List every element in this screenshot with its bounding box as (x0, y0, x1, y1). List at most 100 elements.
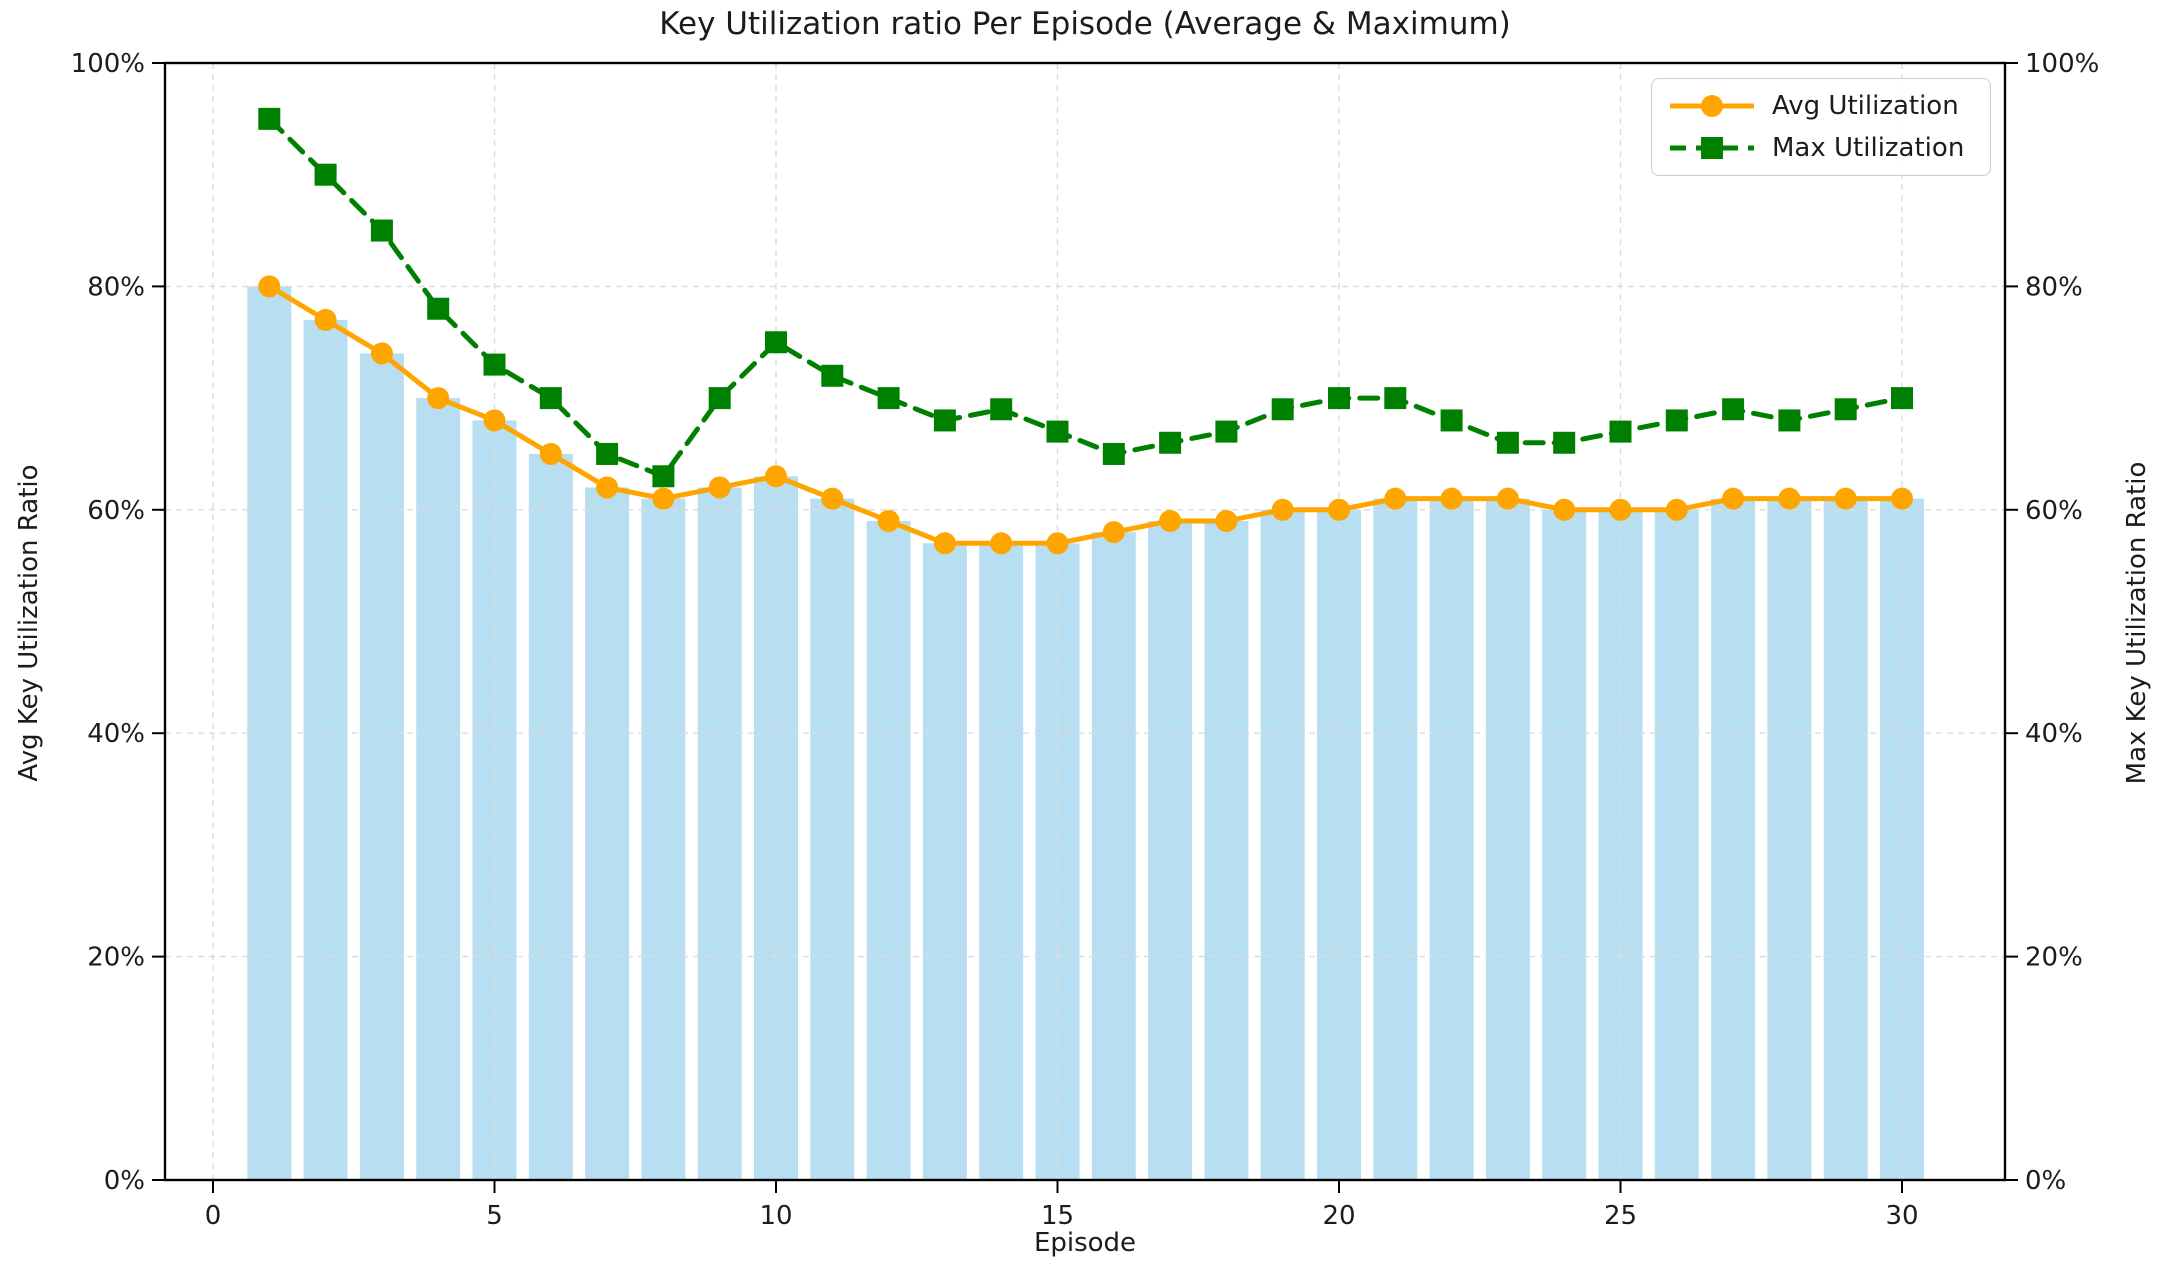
max-point-29 (1834, 398, 1857, 421)
y-tick-label-right-80: 80% (2025, 272, 2083, 302)
y-tick-label-left-80: 80% (87, 272, 145, 302)
bar-episode-9 (697, 487, 742, 1181)
max-point-7 (596, 442, 619, 465)
bar-episode-19 (1260, 509, 1305, 1180)
avg-point-29 (1834, 487, 1857, 510)
max-point-18 (1215, 420, 1238, 443)
max-point-10 (765, 331, 787, 354)
avg-point-25 (1609, 498, 1632, 521)
bar-episode-28 (1767, 498, 1812, 1180)
avg-point-9 (708, 476, 731, 499)
y-tick-label-right-40: 40% (2025, 719, 2083, 749)
avg-point-26 (1665, 498, 1688, 521)
max-point-2 (314, 163, 337, 186)
avg-point-17 (1159, 509, 1182, 532)
avg-point-3 (370, 342, 393, 365)
x-tick-label-5: 5 (486, 1201, 503, 1231)
max-point-16 (1102, 442, 1125, 465)
max-point-21 (1384, 387, 1407, 410)
avg-point-12 (877, 509, 900, 532)
max-point-20 (1328, 387, 1350, 410)
bar-episode-17 (1148, 520, 1193, 1180)
max-point-8 (652, 465, 675, 488)
max-point-22 (1440, 409, 1463, 432)
avg-point-15 (1046, 532, 1069, 555)
avg-point-10 (765, 465, 787, 488)
max-point-30 (1891, 387, 1913, 410)
legend-item-max: Max Utilization (1666, 133, 1990, 163)
avg-point-5 (483, 409, 506, 432)
max-point-27 (1722, 398, 1745, 421)
legend: Avg Utilization Max Utilization (1651, 78, 1991, 176)
avg-point-7 (596, 476, 619, 499)
bar-episode-3 (359, 353, 404, 1180)
bar-episode-11 (810, 498, 855, 1180)
avg-point-13 (933, 532, 956, 555)
x-tick-label-10: 10 (759, 1201, 792, 1231)
bar-episode-22 (1429, 498, 1474, 1180)
y-tick-label-left-0: 0% (104, 1166, 145, 1196)
y-axis-label-left: Avg Key Utilization Ratio (14, 464, 44, 782)
avg-point-2 (314, 308, 337, 331)
avg-point-28 (1778, 487, 1801, 510)
max-point-15 (1046, 420, 1069, 443)
x-axis-label: Episode (1033, 1228, 1137, 1258)
bar-episode-7 (585, 487, 630, 1181)
max-point-23 (1496, 431, 1519, 454)
bar-episode-26 (1654, 509, 1699, 1180)
bar-episode-16 (1091, 532, 1136, 1180)
max-line-sample-icon (1666, 133, 1758, 163)
bar-episode-12 (866, 520, 911, 1180)
y-tick-label-right-0: 0% (2025, 1166, 2066, 1196)
bar-episode-14 (979, 543, 1024, 1180)
max-point-9 (708, 387, 731, 410)
avg-point-8 (652, 487, 675, 510)
legend-label-max: Max Utilization (1772, 133, 1965, 163)
y-tick-label-right-60: 60% (2025, 496, 2083, 526)
y-tick-label-left-100: 100% (71, 49, 145, 79)
bar-episode-29 (1823, 498, 1868, 1180)
max-point-28 (1778, 409, 1801, 432)
bar-episode-18 (1204, 520, 1249, 1180)
avg-point-4 (427, 387, 450, 410)
max-point-3 (370, 219, 393, 242)
bar-episode-21 (1373, 498, 1418, 1180)
avg-point-24 (1553, 498, 1576, 521)
plot-border (163, 61, 2007, 1182)
avg-point-27 (1722, 487, 1745, 510)
avg-point-18 (1215, 509, 1238, 532)
y-tick-label-right-20: 20% (2025, 943, 2083, 973)
max-point-1 (258, 107, 281, 130)
max-point-17 (1159, 431, 1182, 454)
avg-point-1 (258, 275, 281, 298)
max-point-14 (990, 398, 1013, 421)
x-tick-label-0: 0 (205, 1201, 222, 1231)
bar-episode-8 (641, 498, 686, 1180)
max-point-26 (1665, 409, 1688, 432)
max-point-19 (1271, 398, 1294, 421)
avg-point-6 (539, 442, 562, 465)
avg-point-20 (1328, 498, 1350, 521)
bar-episode-13 (922, 543, 967, 1180)
x-tick-label-15: 15 (1041, 1201, 1074, 1231)
avg-point-16 (1102, 521, 1125, 544)
x-tick-label-30: 30 (1885, 1201, 1918, 1231)
max-point-6 (539, 387, 562, 410)
avg-point-30 (1891, 487, 1913, 510)
x-tick-label-20: 20 (1322, 1201, 1355, 1231)
y-axis-label-right: Max Key Utilization Ratio (2122, 461, 2152, 785)
bar-episode-4 (416, 398, 461, 1181)
y-tick-label-left-60: 60% (87, 496, 145, 526)
avg-point-21 (1384, 487, 1407, 510)
avg-line-sample-icon (1666, 91, 1758, 121)
avg-point-19 (1271, 498, 1294, 521)
bar-episode-6 (528, 453, 573, 1180)
max-point-11 (821, 364, 844, 387)
x-tick-label-25: 25 (1604, 1201, 1637, 1231)
max-point-13 (933, 409, 956, 432)
legend-label-avg: Avg Utilization (1772, 91, 1959, 121)
bar-episode-23 (1485, 498, 1530, 1180)
bar-episode-24 (1542, 509, 1587, 1180)
